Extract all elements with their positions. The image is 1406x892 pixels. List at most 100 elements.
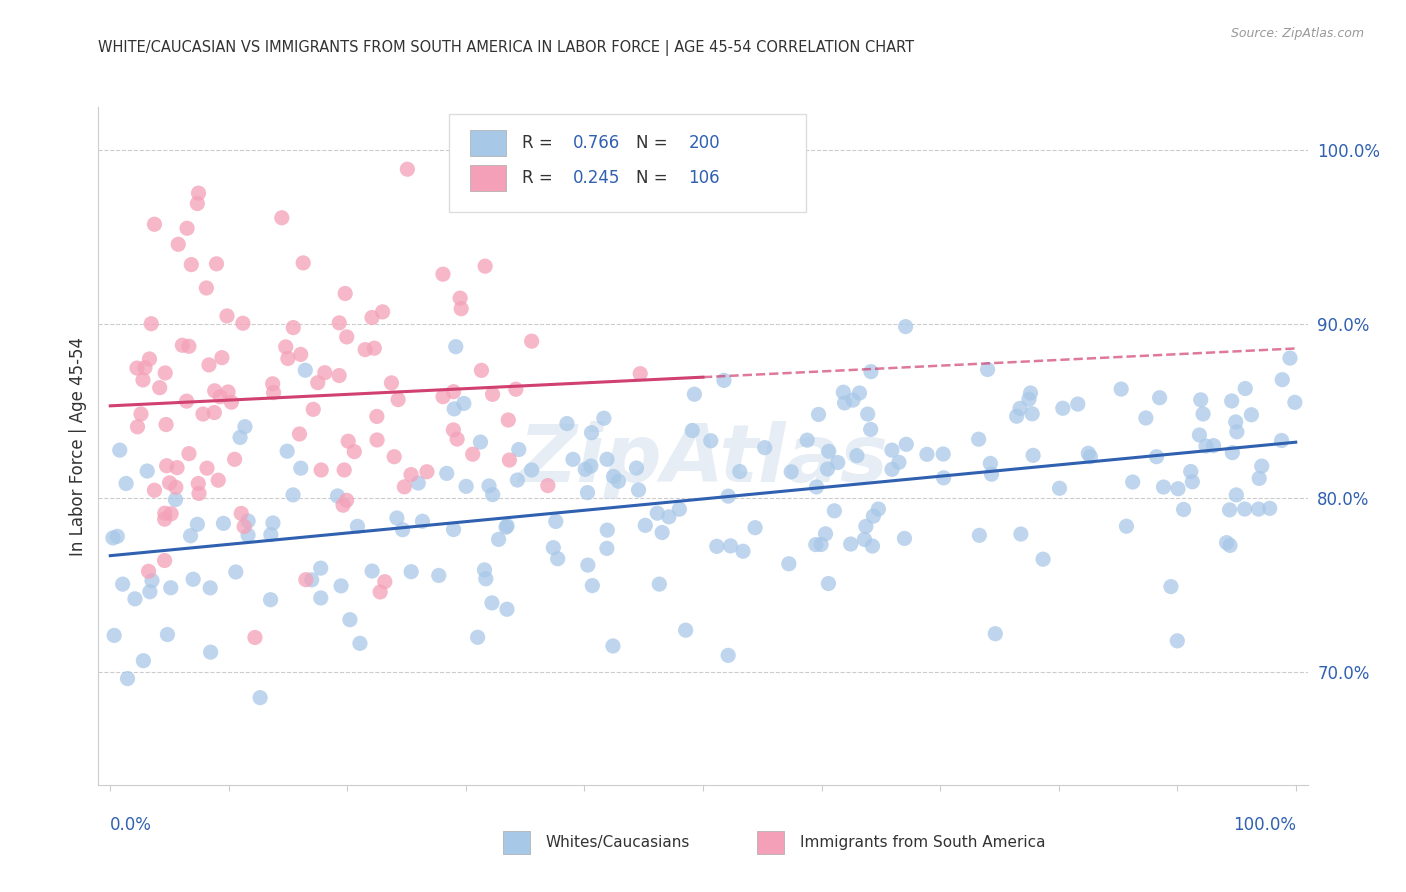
Point <box>470 435 492 450</box>
Point <box>498 413 520 427</box>
Point <box>581 425 603 440</box>
Text: 0.766: 0.766 <box>572 134 620 152</box>
Point <box>205 257 228 271</box>
Point <box>143 217 166 231</box>
Point <box>969 528 991 542</box>
Point <box>1284 395 1306 409</box>
Point <box>814 526 837 541</box>
Point <box>343 444 366 458</box>
Point <box>1115 519 1137 533</box>
Point <box>385 511 408 525</box>
Point <box>1250 459 1272 474</box>
Text: N =: N = <box>637 134 673 152</box>
Point <box>817 576 839 591</box>
Point <box>302 402 325 417</box>
Point <box>562 452 585 467</box>
Point <box>1225 488 1247 502</box>
Point <box>488 533 510 547</box>
Point <box>1271 373 1294 387</box>
Point <box>544 515 567 529</box>
Point <box>508 442 530 457</box>
Point <box>731 544 754 558</box>
Point <box>139 584 162 599</box>
Text: 0.0%: 0.0% <box>110 816 152 834</box>
Point <box>1018 392 1040 406</box>
Point <box>1049 481 1071 495</box>
Point <box>555 417 578 431</box>
Point <box>880 462 903 476</box>
Point <box>481 487 503 501</box>
Point <box>576 485 599 500</box>
Point <box>166 460 188 475</box>
Point <box>1219 503 1241 517</box>
Text: 200: 200 <box>689 134 720 152</box>
Point <box>243 631 266 645</box>
Point <box>481 596 503 610</box>
Point <box>596 541 619 556</box>
Point <box>330 579 353 593</box>
Point <box>859 365 882 379</box>
Point <box>141 574 163 588</box>
Point <box>574 462 596 476</box>
Text: R =: R = <box>522 169 558 187</box>
Point <box>754 441 776 455</box>
Point <box>915 447 938 461</box>
Point <box>371 305 394 319</box>
Point <box>290 461 312 475</box>
Point <box>596 523 619 537</box>
Point <box>391 523 413 537</box>
Point <box>648 577 671 591</box>
Point <box>263 385 285 400</box>
Point <box>153 506 176 520</box>
Point <box>129 407 152 421</box>
Point <box>394 480 416 494</box>
Point <box>186 517 208 532</box>
Point <box>309 561 332 575</box>
Text: R =: R = <box>522 134 558 152</box>
Point <box>453 396 475 410</box>
Point <box>675 623 697 637</box>
Point <box>658 509 681 524</box>
Point <box>1067 397 1090 411</box>
Point <box>262 516 284 530</box>
Point <box>406 476 429 491</box>
Point <box>301 573 323 587</box>
Point <box>339 613 361 627</box>
Point <box>225 565 247 579</box>
Point <box>215 309 238 323</box>
Point <box>475 572 498 586</box>
Point <box>461 447 484 461</box>
Point <box>720 539 742 553</box>
Point <box>177 339 200 353</box>
Point <box>153 366 176 380</box>
Point <box>332 498 354 512</box>
Point <box>1109 382 1132 396</box>
Point <box>1233 502 1256 516</box>
Point <box>274 340 297 354</box>
Point <box>806 480 828 494</box>
Point <box>101 531 124 545</box>
Point <box>432 267 454 281</box>
Point <box>399 467 422 482</box>
Point <box>136 464 159 478</box>
Point <box>295 573 318 587</box>
Point <box>713 373 735 387</box>
Point <box>326 489 349 503</box>
Point <box>581 579 603 593</box>
Point <box>427 568 450 582</box>
Point <box>186 196 208 211</box>
Point <box>607 474 630 488</box>
Point <box>449 291 471 305</box>
Point <box>221 395 243 409</box>
Text: Source: ZipAtlas.com: Source: ZipAtlas.com <box>1230 27 1364 40</box>
Point <box>1122 475 1144 489</box>
FancyBboxPatch shape <box>758 830 785 855</box>
Point <box>887 455 910 469</box>
Point <box>984 626 1007 640</box>
Point <box>374 574 396 589</box>
Point <box>443 401 465 416</box>
Point <box>416 465 439 479</box>
Point <box>1146 450 1168 464</box>
Point <box>290 347 312 361</box>
Point <box>432 390 454 404</box>
